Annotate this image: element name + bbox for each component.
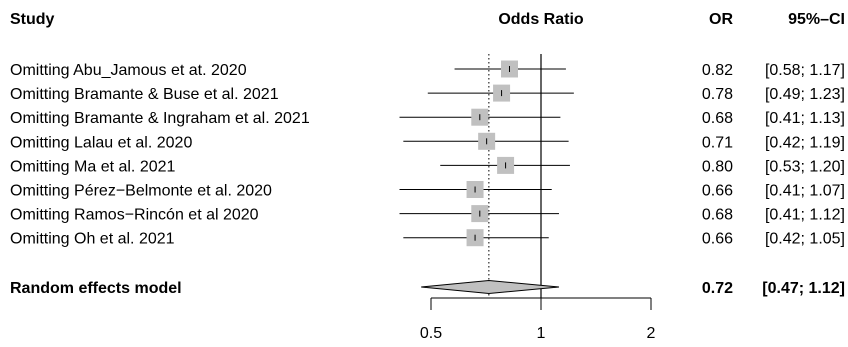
odds-ratio-column-header: Odds Ratio [498, 11, 584, 28]
or-value: 0.68 [702, 207, 733, 224]
ci-value: [0.53; 1.20] [765, 158, 845, 175]
study-label: Omitting Pérez−Belmonte et al. 2020 [10, 183, 272, 200]
ci-value: [0.41; 1.13] [765, 110, 845, 127]
x-tick-label: 2 [647, 325, 656, 342]
ci-value: [0.58; 1.17] [765, 62, 845, 79]
study-label: Omitting Oh et al. 2021 [10, 231, 175, 248]
ci-value: [0.49; 1.23] [765, 86, 845, 103]
summary-row: Random effects model 0.72 [0.47; 1.12] [10, 279, 845, 297]
or-value: 0.66 [702, 183, 733, 200]
study-label: Omitting Bramante & Buse et al. 2021 [10, 86, 279, 103]
study-label: Omitting Abu_Jamous et at. 2020 [10, 62, 247, 79]
study-row: Omitting Oh et al. 2021 0.66 [0.42; 1.05] [10, 229, 845, 248]
or-value: 0.71 [702, 134, 733, 151]
study-label: Omitting Bramante & Ingraham et al. 2021 [10, 110, 310, 127]
x-tick-label: 0.5 [420, 325, 442, 342]
summary-label: Random effects model [10, 280, 182, 297]
or-value: 0.82 [702, 62, 733, 79]
x-tick-label: 1 [537, 325, 546, 342]
ci-value: [0.42; 1.05] [765, 231, 845, 248]
or-value: 0.78 [702, 86, 733, 103]
ci-value: [0.41; 1.07] [765, 183, 845, 200]
ci-value: [0.41; 1.12] [765, 207, 845, 224]
or-column-header: OR [709, 11, 733, 28]
or-value: 0.80 [702, 158, 733, 175]
x-axis: 0.5 1 2 [420, 297, 656, 342]
summary-or-value: 0.72 [702, 280, 733, 297]
study-row: Omitting Bramante & Buse et al. 2021 0.78… [10, 84, 845, 103]
study-row: Omitting Ma et al. 2021 0.80 [0.53; 1.20] [10, 156, 845, 175]
study-row: Omitting Ramos−Rincón et al 2020 0.68 [0.4… [10, 205, 845, 224]
ci-value: [0.42; 1.19] [765, 134, 845, 151]
ci-column-header: 95%–CI [788, 11, 845, 28]
summary-diamond [421, 279, 560, 295]
or-value: 0.68 [702, 110, 733, 127]
study-label: Omitting Lalau et al. 2020 [10, 134, 192, 151]
reference-lines [488, 54, 542, 298]
study-column-header: Study [10, 11, 55, 28]
study-rows: Omitting Abu_Jamous et at. 2020 0.82 [0.58… [10, 60, 845, 248]
study-label: Omitting Ramos−Rincón et al 2020 [10, 207, 259, 224]
study-row: Omitting Abu_Jamous et at. 2020 0.82 [0.58… [10, 60, 845, 79]
study-row: Omitting Pérez−Belmonte et al. 2020 0.66 [… [10, 181, 845, 200]
or-value: 0.66 [702, 231, 733, 248]
study-row: Omitting Bramante & Ingraham et al. 2021… [10, 108, 845, 127]
study-row: Omitting Lalau et al. 2020 0.71 [0.42; 1.1… [10, 132, 845, 151]
study-label: Omitting Ma et al. 2021 [10, 158, 176, 175]
summary-ci-value: [0.47; 1.12] [762, 280, 845, 297]
